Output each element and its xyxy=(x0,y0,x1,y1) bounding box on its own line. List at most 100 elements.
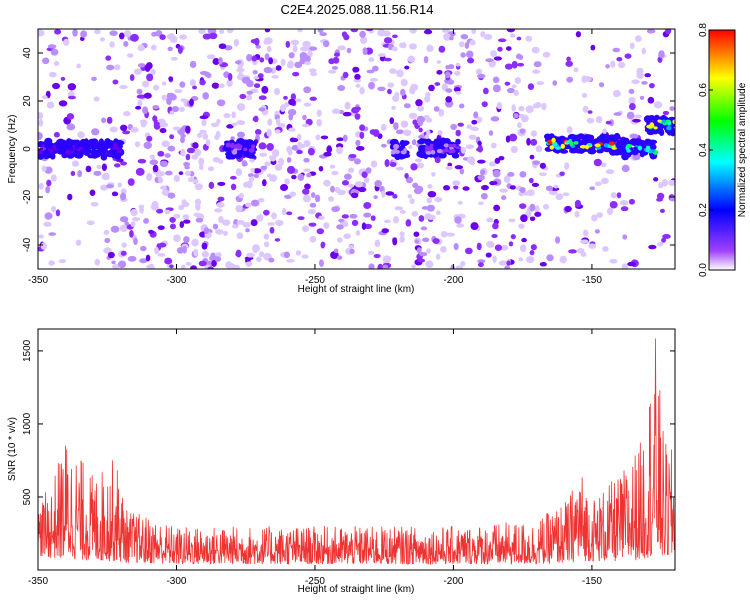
noise-blob xyxy=(193,212,202,217)
signal-peak-mark xyxy=(633,146,638,150)
noise-blob xyxy=(71,160,80,167)
noise-blob xyxy=(609,258,618,264)
noise-blob xyxy=(179,81,186,88)
signal-peak-mark xyxy=(233,148,238,153)
noise-blob xyxy=(230,183,237,191)
noise-blob xyxy=(117,182,122,188)
noise-blob xyxy=(142,80,150,88)
noise-blob xyxy=(348,153,357,158)
colorbar-tick-label: 0.6 xyxy=(698,83,709,97)
noise-blob xyxy=(347,183,355,188)
noise-blob xyxy=(609,200,618,209)
noise-blob xyxy=(212,156,221,163)
signal-band-mark xyxy=(630,139,638,146)
noise-blob xyxy=(40,242,47,250)
noise-blob xyxy=(368,81,375,90)
signal-peak-mark xyxy=(579,144,587,149)
noise-blob xyxy=(236,219,245,225)
noise-blob xyxy=(318,215,325,221)
noise-blob xyxy=(253,173,260,179)
noise-blob xyxy=(319,32,327,37)
noise-blob xyxy=(103,247,112,254)
signal-peak-mark xyxy=(394,149,400,154)
noise-blob xyxy=(511,104,517,112)
noise-blob xyxy=(520,214,528,223)
noise-blob xyxy=(511,84,517,89)
noise-blob xyxy=(241,76,251,84)
noise-blob xyxy=(199,129,207,134)
noise-blob xyxy=(122,130,131,135)
noise-blob xyxy=(75,239,82,246)
noise-blob xyxy=(426,248,431,254)
noise-blob xyxy=(46,179,52,187)
noise-blob xyxy=(380,123,387,132)
noise-blob xyxy=(247,173,255,178)
noise-blob xyxy=(426,44,434,53)
signal-peak-mark xyxy=(564,140,571,144)
noise-blob xyxy=(421,206,430,210)
noise-blob xyxy=(452,180,461,186)
signal-peak-mark xyxy=(551,137,556,143)
noise-blob xyxy=(492,84,501,93)
noise-blob xyxy=(184,170,192,176)
noise-blob xyxy=(113,64,121,71)
noise-blob xyxy=(169,110,175,115)
x-tick-label: -300 xyxy=(166,576,186,587)
noise-blob xyxy=(230,136,235,141)
noise-blob xyxy=(112,79,119,85)
noise-blob xyxy=(573,67,579,73)
noise-blob xyxy=(653,101,663,109)
noise-blob xyxy=(626,111,635,120)
noise-blob xyxy=(476,116,483,123)
x-tick-label: -150 xyxy=(582,576,602,587)
noise-blob xyxy=(658,50,665,59)
signal-peak-mark xyxy=(251,144,256,149)
signal-peak-mark xyxy=(667,121,672,126)
signal-peak-mark xyxy=(392,143,400,150)
noise-blob xyxy=(519,203,527,210)
noise-blob xyxy=(183,236,190,244)
noise-blob xyxy=(417,258,426,263)
noise-blob xyxy=(263,233,270,240)
noise-blob xyxy=(151,31,158,37)
noise-blob xyxy=(173,174,180,183)
noise-blob xyxy=(223,113,231,119)
noise-blob xyxy=(185,153,191,161)
noise-blob xyxy=(304,61,311,66)
noise-blob xyxy=(94,29,101,35)
noise-blob xyxy=(409,198,415,205)
signal-peak-mark xyxy=(549,145,555,150)
noise-blob xyxy=(109,30,118,36)
noise-blob xyxy=(648,244,657,250)
noise-blob xyxy=(331,206,340,213)
noise-blob xyxy=(492,181,498,185)
noise-blob xyxy=(566,126,573,134)
noise-blob xyxy=(104,237,111,244)
noise-blob xyxy=(594,181,602,187)
noise-blob xyxy=(120,250,127,256)
noise-blob xyxy=(254,128,262,136)
noise-blob xyxy=(192,179,199,184)
noise-blob xyxy=(216,201,225,208)
noise-blob xyxy=(303,157,310,163)
noise-blob xyxy=(333,248,339,254)
noise-blob xyxy=(225,261,233,269)
noise-blob xyxy=(661,179,669,187)
noise-blob xyxy=(392,193,398,199)
noise-blob xyxy=(566,56,571,62)
noise-blob xyxy=(226,79,233,87)
snr-y-ticks: 500 1000 1500 xyxy=(22,339,675,505)
noise-blob xyxy=(66,113,75,120)
noise-blob xyxy=(140,121,147,128)
noise-blob xyxy=(591,214,598,222)
noise-blob xyxy=(365,167,372,174)
signal-band-mark xyxy=(601,134,611,139)
signal-band-mark xyxy=(587,148,597,155)
noise-blob xyxy=(669,106,675,112)
noise-blob xyxy=(399,231,405,237)
noise-blob xyxy=(256,256,262,262)
noise-blob xyxy=(145,254,151,262)
noise-blob xyxy=(526,137,531,146)
noise-blob xyxy=(497,46,503,52)
noise-blob xyxy=(50,205,57,213)
